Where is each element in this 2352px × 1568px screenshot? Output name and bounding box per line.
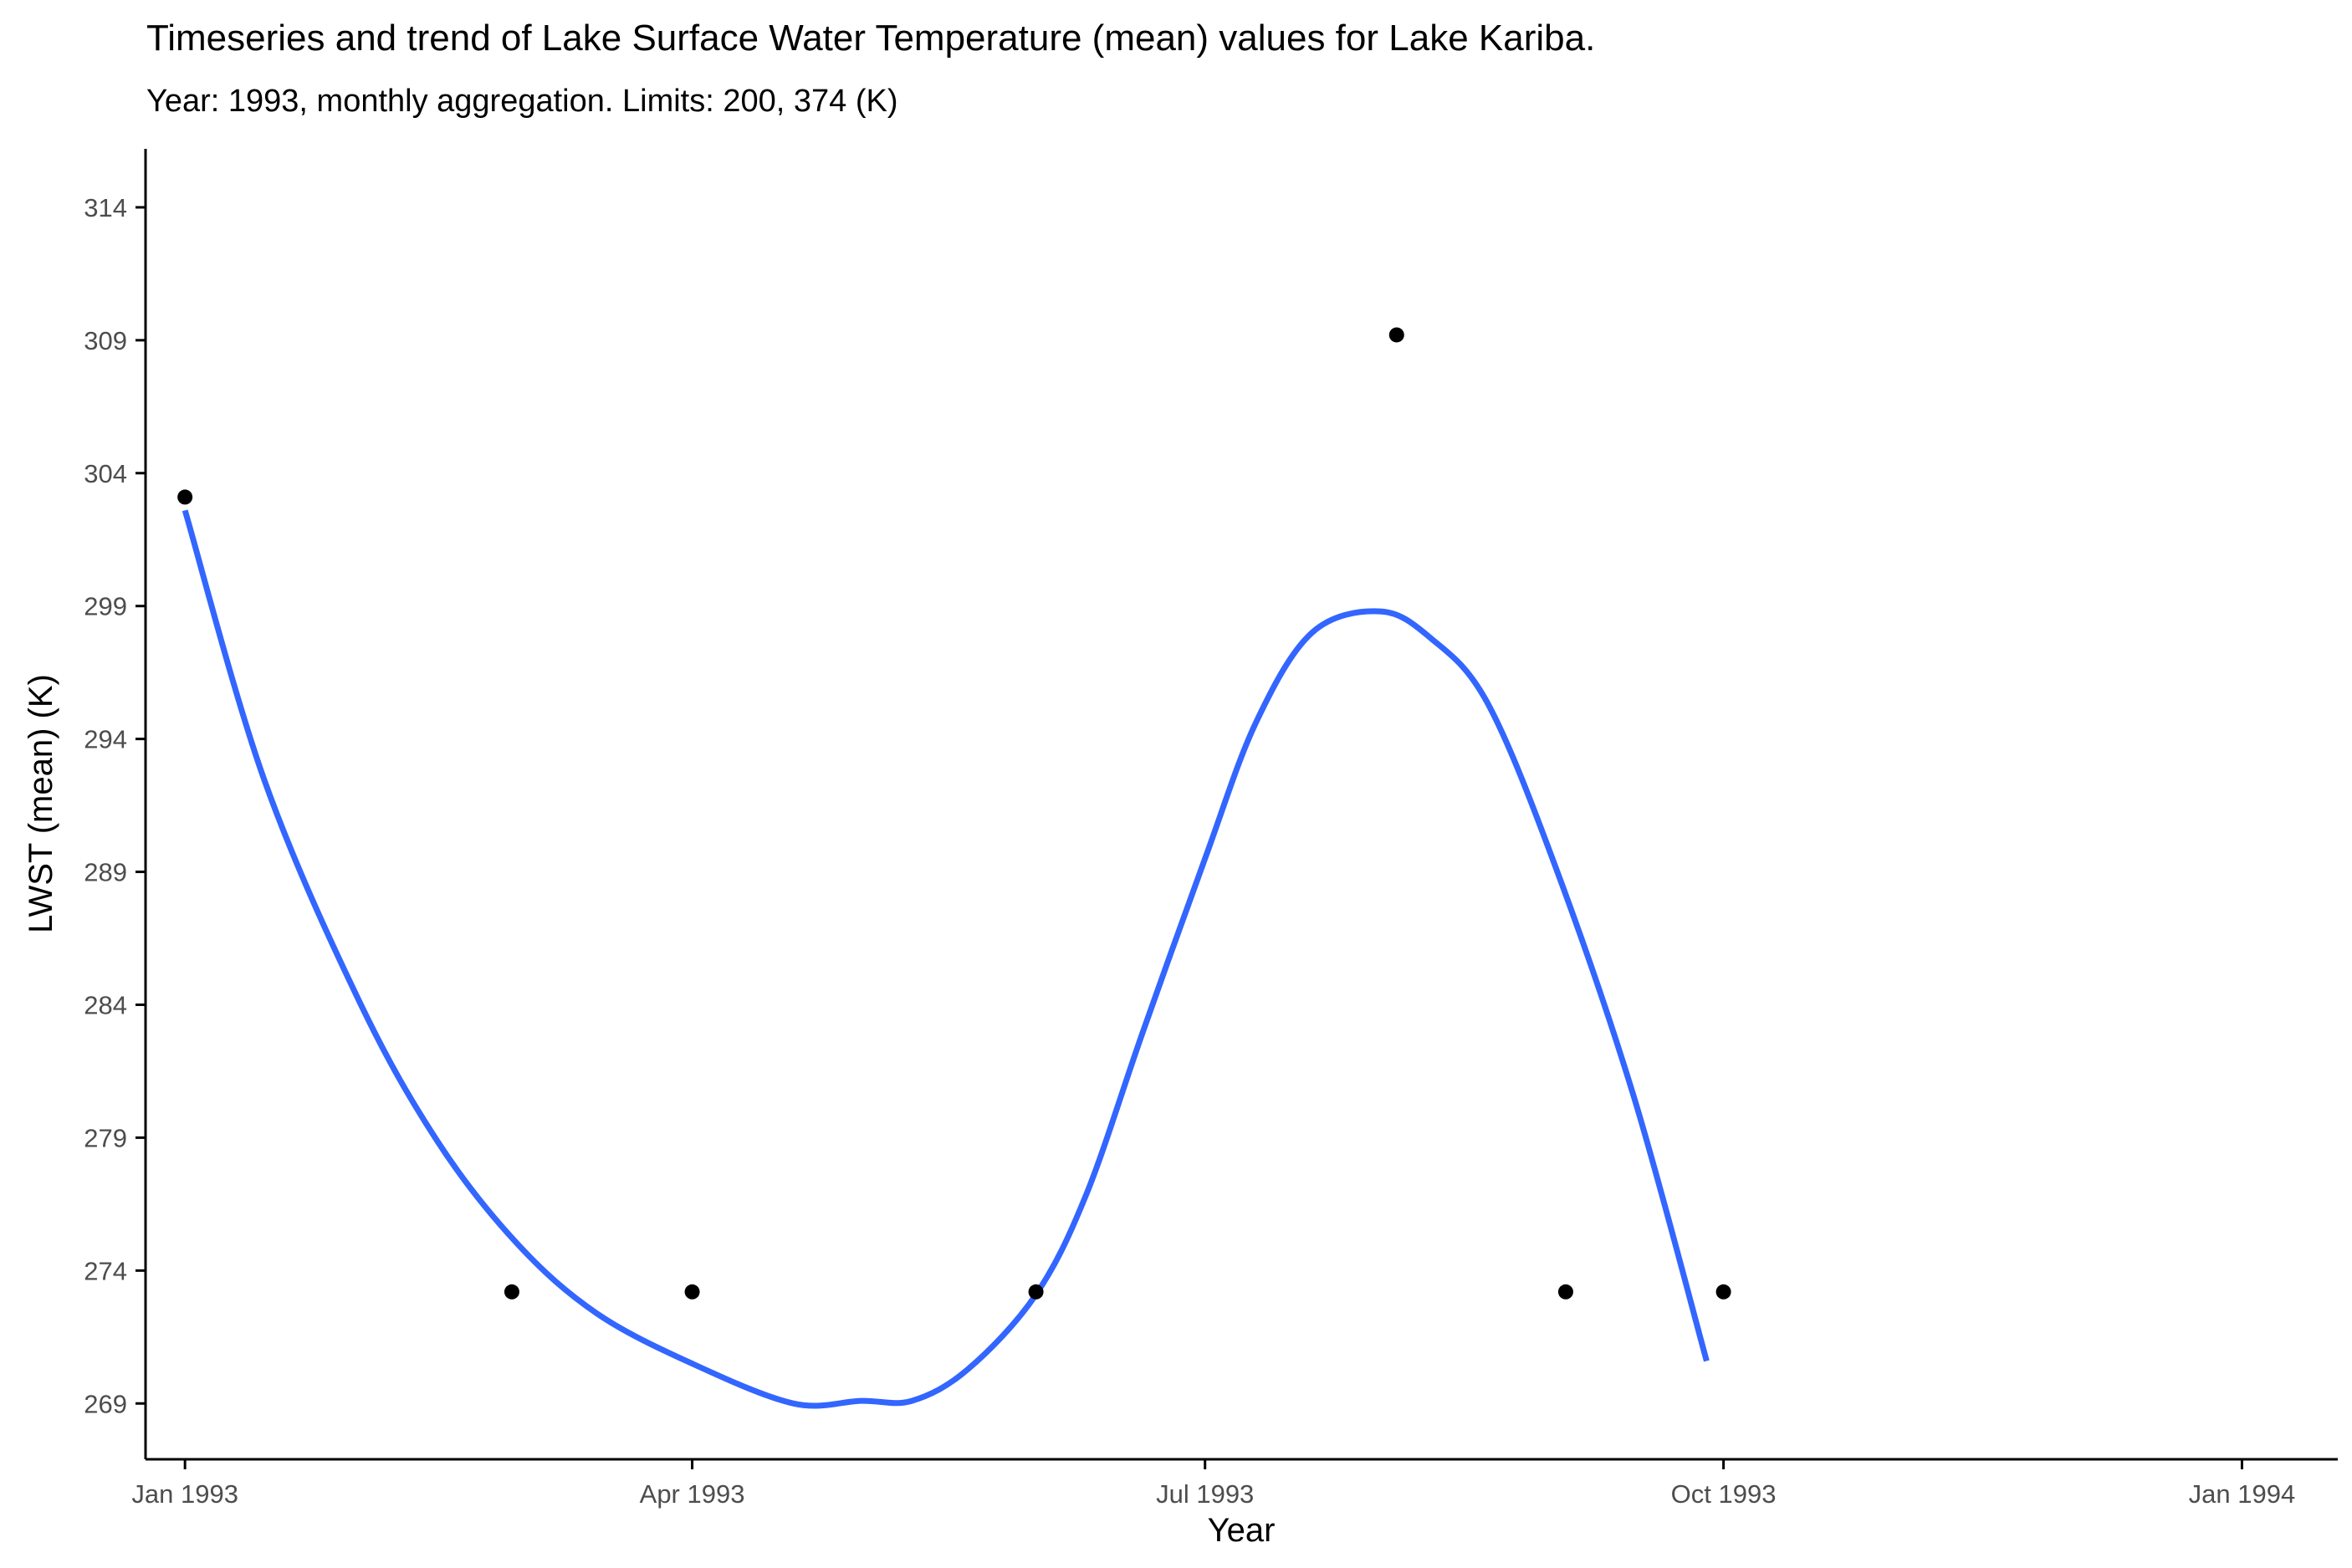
y-tick-label: 269 xyxy=(84,1389,127,1418)
data-point xyxy=(177,489,193,505)
chart-title: Timeseries and trend of Lake Surface Wat… xyxy=(146,18,1595,59)
plot-panel: 269 274 279 284 289 294 299 304 309 314 Jan 1993 A… xyxy=(84,149,2338,1509)
y-tick-label: 279 xyxy=(84,1123,127,1152)
y-tick-label: 294 xyxy=(84,725,127,754)
y-axis-ticks: 269 274 279 284 289 294 299 304 309 314 xyxy=(84,193,146,1418)
y-tick-label: 299 xyxy=(84,592,127,621)
y-axis-label: LWST (mean) (K) xyxy=(23,674,59,933)
data-point xyxy=(1388,327,1404,343)
trend-line-layer xyxy=(182,509,1710,1409)
data-point xyxy=(1028,1284,1044,1300)
y-tick-label: 274 xyxy=(84,1256,127,1285)
x-tick-label: Oct 1993 xyxy=(1671,1479,1777,1509)
x-tick-label: Apr 1993 xyxy=(640,1479,745,1509)
data-point xyxy=(1715,1284,1731,1300)
trend-line xyxy=(182,509,1710,1409)
x-axis-ticks: Jan 1993 Apr 1993 Jul 1993 Oct 1993 Jan 1994 xyxy=(131,1459,2295,1509)
chart-subtitle: Year: 1993, monthly aggregation. Limits:… xyxy=(146,84,897,119)
x-tick-label: Jul 1993 xyxy=(1156,1479,1254,1509)
x-tick-label: Jan 1993 xyxy=(131,1479,238,1509)
y-tick-label: 309 xyxy=(84,326,127,355)
data-points-layer xyxy=(177,327,1731,1300)
data-point xyxy=(504,1284,519,1300)
y-tick-label: 284 xyxy=(84,990,127,1019)
data-point xyxy=(684,1284,700,1300)
data-point xyxy=(1557,1284,1573,1300)
y-tick-label: 304 xyxy=(84,459,127,488)
y-tick-label: 289 xyxy=(84,858,127,887)
y-tick-label: 314 xyxy=(84,193,127,222)
x-tick-label: Jan 1994 xyxy=(2189,1479,2296,1509)
x-axis-label: Year xyxy=(1208,1512,1276,1549)
